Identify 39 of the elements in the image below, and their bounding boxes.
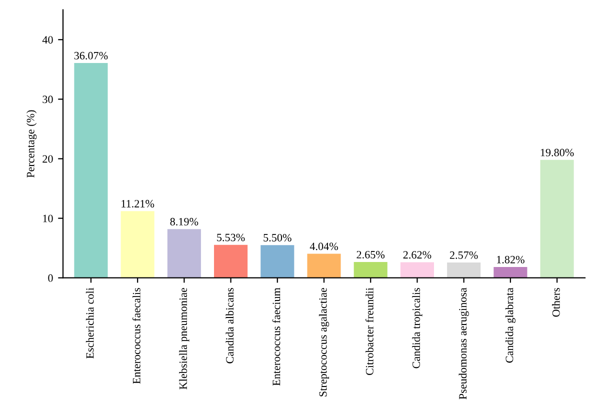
x-tick-label: Others [552,288,560,317]
x-tick-label: Enterococcus faecalis [132,288,140,384]
x-tick-label: Candida albicans [226,288,234,364]
data-label: 11.21% [122,200,154,208]
bar [214,244,248,278]
bar [354,262,388,278]
bar [167,229,201,278]
bar [74,63,108,278]
bar [400,262,434,278]
y-tick-label: 10 [43,214,53,222]
data-label: 36.07% [74,52,108,60]
bar [307,254,341,278]
y-tick-label: 0 [48,274,53,282]
x-tick-label: Enterococcus faecium [272,288,280,386]
bar [540,160,574,278]
data-label: 2.65% [356,250,385,258]
bar [494,267,528,278]
data-label: 2.57% [450,251,478,259]
bar [447,262,481,278]
x-tick-label: Escherichia coli [86,288,94,359]
x-tick-label: Klebsiella pneumoniae [179,288,190,390]
x-tick-label: Candida glabrata [505,288,516,363]
data-label: 5.50% [264,234,292,242]
x-tick-label: Citrobacter freundii [365,288,374,376]
bar [120,211,154,278]
bar [260,245,294,278]
y-tick-label: 20 [42,155,53,163]
data-label: 5.53% [217,234,245,242]
data-label: 8.19% [170,218,198,226]
y-axis-title: Percentage (%) [26,110,37,178]
x-tick-label: Candida tropicalis [412,288,422,368]
x-tick-label: Streptococcus agalactiae [318,288,330,396]
data-label: 1.82% [497,256,524,264]
y-tick-label: 30 [42,96,53,104]
data-label: 4.04% [310,242,338,250]
x-tick-label: Pseudomonas aeruginosa [458,288,469,400]
y-tick-label: 40 [42,36,53,44]
data-label: 2.62% [403,251,432,259]
data-label: 19.80% [540,148,574,156]
